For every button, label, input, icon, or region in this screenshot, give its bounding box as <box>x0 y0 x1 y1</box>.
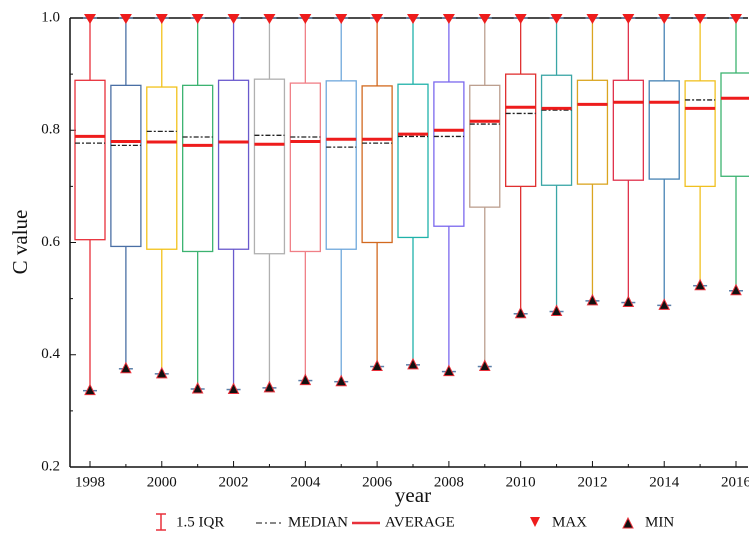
box <box>433 81 465 227</box>
min-marker <box>550 304 563 317</box>
legend: 1.5 IQR MEDIAN AVERAGE MAX MIN <box>156 513 674 531</box>
x-tick-label: 2002 <box>219 474 249 490</box>
legend-icon <box>622 516 634 529</box>
max-marker <box>119 14 132 24</box>
box <box>469 84 501 208</box>
min-marker <box>335 374 348 387</box>
box <box>182 84 214 253</box>
y-tick-label: 0.4 <box>41 346 60 362</box>
x-tick-label: 2016 <box>721 474 749 490</box>
box <box>720 72 749 177</box>
max-marker <box>514 14 527 24</box>
box <box>612 79 644 181</box>
max-marker <box>586 14 599 24</box>
max-marker <box>478 14 491 24</box>
min-marker <box>443 364 455 377</box>
max-marker <box>263 14 276 24</box>
min-marker <box>694 278 706 291</box>
max-marker <box>227 14 240 24</box>
box <box>361 85 393 244</box>
min-marker <box>263 380 276 393</box>
box <box>74 79 106 241</box>
x-axis-title: year <box>395 483 431 507</box>
x-tick-label: 2014 <box>649 474 680 490</box>
max-marker <box>694 14 707 24</box>
min-marker <box>407 357 419 370</box>
min-marker <box>191 381 204 394</box>
max-marker <box>442 14 455 24</box>
box <box>110 84 142 248</box>
box <box>253 78 286 255</box>
y-axis-title: C value <box>8 210 32 275</box>
box <box>540 74 573 186</box>
min-marker <box>84 383 96 396</box>
min-marker <box>586 293 599 306</box>
max-marker <box>550 14 563 24</box>
max-marker <box>335 14 348 24</box>
legend-label: 1.5 IQR <box>176 514 224 530</box>
max-marker <box>84 14 96 24</box>
x-tick-label: 2012 <box>577 474 607 490</box>
max-marker <box>371 14 384 24</box>
legend-label: MIN <box>645 514 674 530</box>
x-tick-label: 2010 <box>506 474 536 490</box>
max-marker <box>155 14 168 24</box>
min-marker <box>622 295 635 308</box>
min-marker <box>730 283 742 296</box>
legend-label: MEDIAN <box>288 514 348 530</box>
min-marker <box>514 306 527 319</box>
box <box>397 83 429 239</box>
x-tick-label: 2000 <box>147 474 177 490</box>
y-tick-label: 0.6 <box>41 234 60 250</box>
max-marker <box>191 14 204 24</box>
min-marker <box>120 361 132 374</box>
max-marker <box>658 14 671 24</box>
y-tick-label: 0.2 <box>41 458 60 474</box>
min-marker <box>478 359 491 372</box>
max-marker <box>299 14 312 24</box>
y-tick-label: 1.0 <box>41 9 60 25</box>
box <box>289 82 321 253</box>
x-tick-label: 2006 <box>362 474 393 490</box>
box <box>505 73 537 188</box>
x-tick-label: 1998 <box>75 474 105 490</box>
box <box>146 86 178 250</box>
min-marker <box>658 298 671 310</box>
max-marker <box>730 14 742 24</box>
box <box>684 80 716 188</box>
min-marker <box>227 382 240 395</box>
box <box>648 80 680 180</box>
max-marker <box>407 14 419 24</box>
box <box>576 79 609 185</box>
min-marker <box>299 373 312 386</box>
box <box>325 80 357 250</box>
x-tick-label: 2004 <box>290 474 321 490</box>
legend-label: MAX <box>552 514 587 530</box>
y-tick-label: 0.8 <box>41 122 60 138</box>
max-marker <box>622 14 635 24</box>
legend-label: AVERAGE <box>385 514 455 530</box>
x-tick-label: 2008 <box>434 474 464 490</box>
box <box>217 79 250 250</box>
min-marker <box>371 359 383 372</box>
legend-icon <box>530 517 540 527</box>
min-marker <box>155 366 168 379</box>
